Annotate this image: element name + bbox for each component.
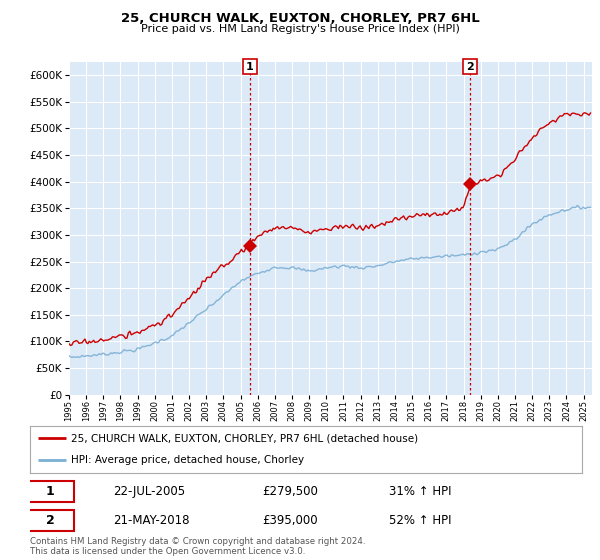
Text: 1: 1	[246, 62, 254, 72]
Text: £395,000: £395,000	[262, 514, 317, 527]
FancyBboxPatch shape	[27, 510, 74, 531]
Text: 52% ↑ HPI: 52% ↑ HPI	[389, 514, 451, 527]
FancyBboxPatch shape	[27, 480, 74, 502]
Text: 31% ↑ HPI: 31% ↑ HPI	[389, 485, 451, 498]
Text: HPI: Average price, detached house, Chorley: HPI: Average price, detached house, Chor…	[71, 455, 305, 465]
Text: 21-MAY-2018: 21-MAY-2018	[113, 514, 190, 527]
Text: 1: 1	[46, 485, 55, 498]
Text: 25, CHURCH WALK, EUXTON, CHORLEY, PR7 6HL: 25, CHURCH WALK, EUXTON, CHORLEY, PR7 6H…	[121, 12, 479, 25]
Text: 2: 2	[46, 514, 55, 527]
Text: Price paid vs. HM Land Registry's House Price Index (HPI): Price paid vs. HM Land Registry's House …	[140, 24, 460, 34]
Text: 2: 2	[466, 62, 474, 72]
Text: Contains HM Land Registry data © Crown copyright and database right 2024.
This d: Contains HM Land Registry data © Crown c…	[30, 537, 365, 557]
Text: £279,500: £279,500	[262, 485, 318, 498]
Text: 25, CHURCH WALK, EUXTON, CHORLEY, PR7 6HL (detached house): 25, CHURCH WALK, EUXTON, CHORLEY, PR7 6H…	[71, 433, 419, 444]
Text: 22-JUL-2005: 22-JUL-2005	[113, 485, 185, 498]
